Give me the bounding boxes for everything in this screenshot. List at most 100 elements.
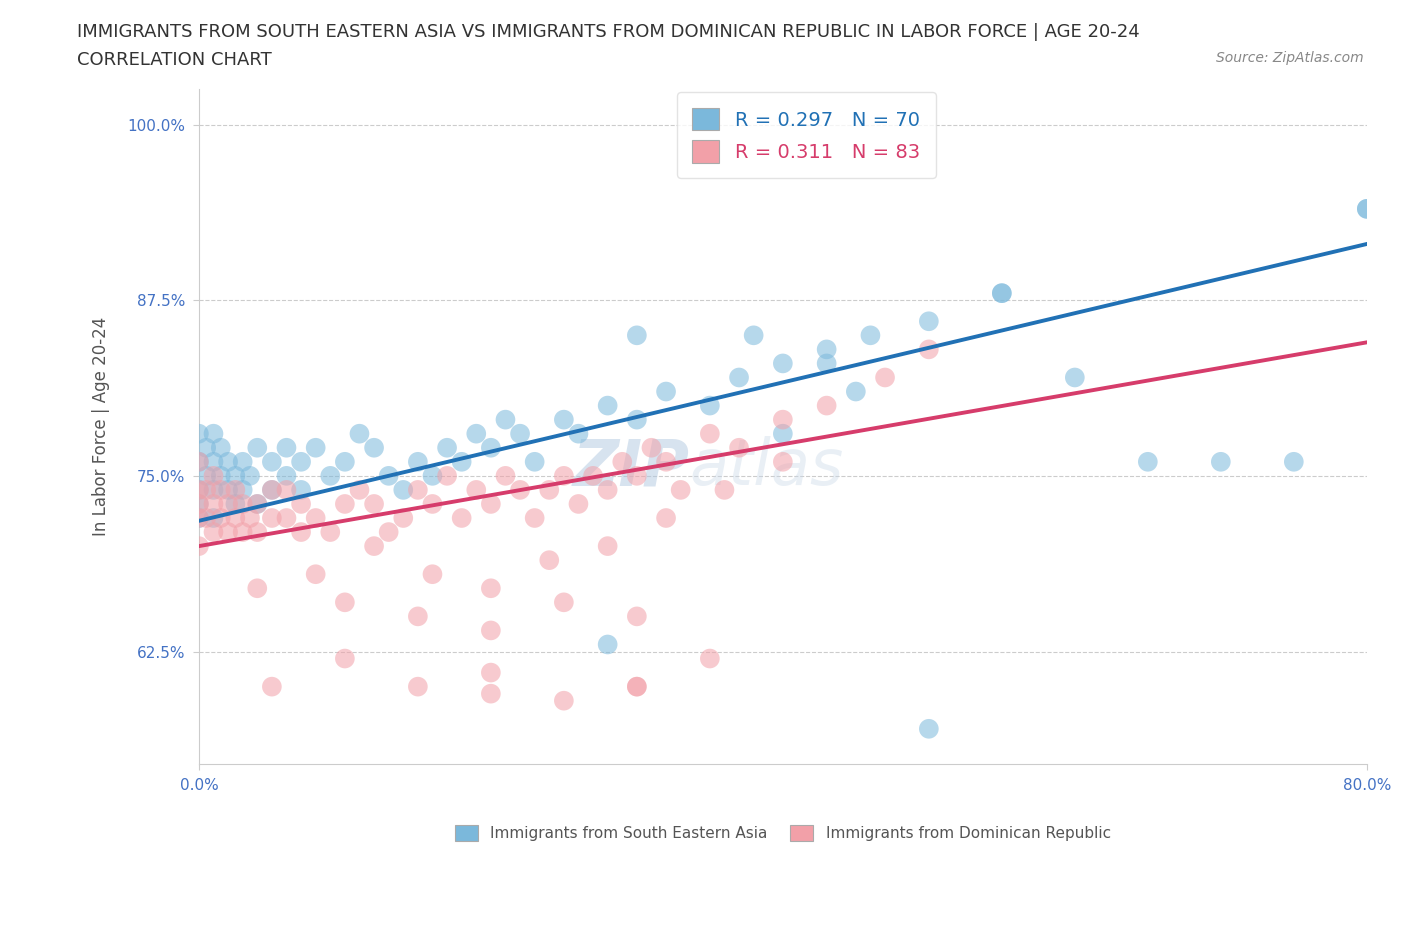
Point [276, 440, 298, 455]
Point [509, 483, 531, 498]
Point [406, 609, 429, 624]
Point [699, 398, 721, 413]
Point [202, 525, 225, 539]
Point [195, 469, 218, 484]
Point [479, 665, 502, 680]
Point [450, 455, 472, 470]
Point [582, 469, 605, 484]
Point [873, 370, 896, 385]
Point [290, 455, 312, 470]
Point [640, 440, 662, 455]
Point [209, 483, 232, 498]
Legend: Immigrants from South Eastern Asia, Immigrants from Dominican Republic: Immigrants from South Eastern Asia, Immi… [449, 818, 1116, 847]
Point [202, 426, 225, 441]
Point [276, 483, 298, 498]
Point [349, 483, 371, 498]
Point [523, 511, 546, 525]
Point [626, 412, 648, 427]
Point [217, 525, 239, 539]
Point [538, 552, 561, 567]
Point [260, 483, 283, 498]
Point [363, 440, 385, 455]
Point [772, 412, 794, 427]
Point [260, 483, 283, 498]
Point [612, 455, 634, 470]
Point [596, 398, 619, 413]
Point [333, 651, 356, 666]
Point [392, 483, 415, 498]
Point [224, 511, 246, 525]
Text: CORRELATION CHART: CORRELATION CHART [77, 51, 273, 69]
Point [187, 455, 209, 470]
Point [479, 497, 502, 512]
Point [246, 581, 269, 596]
Point [626, 328, 648, 343]
Point [202, 483, 225, 498]
Point [232, 525, 254, 539]
Point [918, 722, 941, 737]
Point [217, 483, 239, 498]
Point [363, 538, 385, 553]
Point [1136, 455, 1159, 470]
Point [450, 511, 472, 525]
Point [333, 497, 356, 512]
Point [479, 581, 502, 596]
Point [209, 440, 232, 455]
Point [538, 483, 561, 498]
Point [728, 370, 751, 385]
Point [1209, 455, 1232, 470]
Point [333, 595, 356, 610]
Point [1355, 202, 1378, 217]
Point [232, 497, 254, 512]
Point [495, 412, 517, 427]
Point [187, 497, 209, 512]
Point [553, 595, 575, 610]
Point [655, 511, 678, 525]
Point [246, 497, 269, 512]
Point [918, 313, 941, 328]
Point [187, 483, 209, 498]
Point [187, 511, 209, 525]
Point [479, 623, 502, 638]
Point [187, 426, 209, 441]
Point [217, 497, 239, 512]
Y-axis label: In Labor Force | Age 20-24: In Labor Force | Age 20-24 [93, 317, 110, 537]
Point [305, 511, 328, 525]
Point [626, 469, 648, 484]
Point [305, 566, 328, 581]
Point [232, 455, 254, 470]
Point [392, 511, 415, 525]
Point [377, 525, 399, 539]
Point [567, 426, 589, 441]
Point [290, 525, 312, 539]
Point [626, 679, 648, 694]
Point [991, 286, 1014, 300]
Point [187, 483, 209, 498]
Point [187, 511, 209, 525]
Point [260, 679, 283, 694]
Point [495, 469, 517, 484]
Point [859, 328, 882, 343]
Point [202, 511, 225, 525]
Point [523, 455, 546, 470]
Point [195, 440, 218, 455]
Point [596, 538, 619, 553]
Point [699, 651, 721, 666]
Point [422, 469, 444, 484]
Point [845, 384, 868, 399]
Point [699, 426, 721, 441]
Point [260, 511, 283, 525]
Point [772, 426, 794, 441]
Point [422, 566, 444, 581]
Point [567, 497, 589, 512]
Point [553, 469, 575, 484]
Point [728, 440, 751, 455]
Point [742, 328, 765, 343]
Point [918, 342, 941, 357]
Point [305, 440, 328, 455]
Point [626, 679, 648, 694]
Point [1355, 202, 1378, 217]
Point [202, 469, 225, 484]
Point [319, 525, 342, 539]
Point [991, 286, 1014, 300]
